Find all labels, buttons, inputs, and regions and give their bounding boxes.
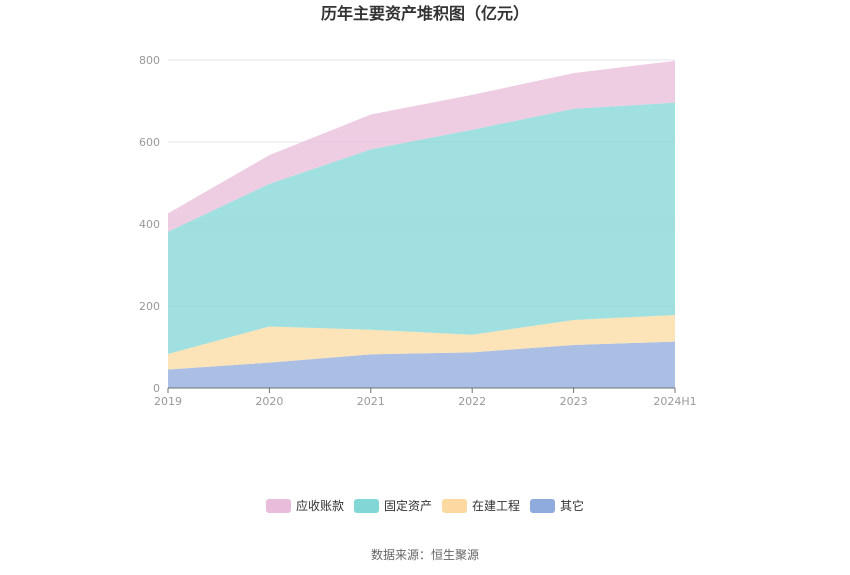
legend-item[interactable]: 应收账款 [266,498,344,513]
y-tick-label: 200 [139,300,160,313]
legend-swatch [530,499,555,513]
data-source: 数据来源：恒生聚源 [371,547,479,562]
legend-swatch [442,499,467,513]
legend-label: 应收账款 [296,498,344,513]
y-tick-label: 600 [139,136,160,149]
x-tick-label: 2024H1 [653,395,696,408]
series-area[interactable] [168,102,675,354]
legend-label: 在建工程 [472,498,520,513]
x-tick-label: 2019 [154,395,182,408]
x-tick-label: 2020 [255,395,283,408]
series-area[interactable] [168,60,675,232]
legend-label: 固定资产 [384,498,432,513]
chart-title: 历年主要资产堆积图（亿元） [321,4,529,23]
legend-item[interactable]: 固定资产 [354,498,432,513]
legend-item[interactable]: 在建工程 [442,498,520,513]
y-tick-label: 0 [153,382,160,395]
legend-swatch [354,499,379,513]
legend-swatch [266,499,291,513]
x-tick-label: 2021 [357,395,385,408]
plot-area [168,60,675,388]
x-tick-label: 2022 [458,395,486,408]
y-tick-label: 400 [139,218,160,231]
axes: 0 200 400 600 800 2019 2020 2021 2022 2023 2024H1 [139,54,697,408]
legend[interactable]: 应收账款 固定资产 在建工程 其它 [266,498,584,513]
y-tick-label: 800 [139,54,160,67]
x-tick-label: 2023 [560,395,588,408]
series-area[interactable] [168,315,675,370]
series-area[interactable] [168,341,675,388]
legend-label: 其它 [560,498,584,513]
legend-item[interactable]: 其它 [530,498,584,513]
